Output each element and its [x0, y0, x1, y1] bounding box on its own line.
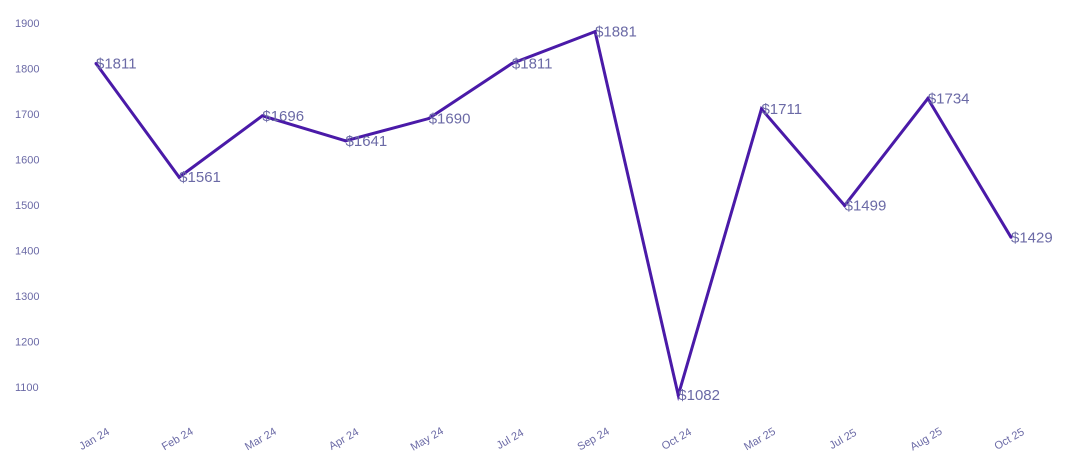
y-tick-label: 1200 — [15, 337, 39, 349]
data-labels-group: $1811 $1561 $1696 $1641 $1690 $1811 $1881 $1082… — [96, 24, 1053, 405]
data-point — [94, 61, 98, 65]
data-point — [344, 139, 348, 143]
data-label: $1082 — [678, 387, 720, 404]
y-tick-label: 1100 — [15, 382, 39, 394]
data-point — [260, 114, 264, 118]
x-tick-label: Apr 24 — [327, 426, 361, 453]
data-label: $1429 — [1011, 229, 1053, 246]
x-tick-label: Jul 24 — [495, 427, 526, 452]
y-tick-label: 1600 — [15, 155, 39, 167]
x-tick-label: Jul 25 — [827, 427, 858, 452]
y-tick-label: 1400 — [15, 246, 39, 258]
data-label: $1499 — [845, 197, 887, 214]
data-point — [926, 97, 930, 101]
series-line — [94, 29, 1013, 402]
series-group — [94, 29, 1013, 402]
data-point — [1009, 235, 1013, 239]
x-tick-label: Jan 24 — [77, 426, 112, 453]
x-axis-ticks: Jan 24 Feb 24 Mar 24 Apr 24 May 24 Jul 24 Sep … — [77, 425, 1026, 453]
data-label: $1711 — [761, 101, 802, 118]
y-tick-label: 1300 — [15, 291, 39, 303]
y-tick-label: 1900 — [15, 18, 39, 30]
data-label: $1734 — [928, 90, 970, 107]
x-tick-label: Aug 25 — [908, 425, 944, 453]
data-point — [593, 30, 597, 34]
x-tick-label: Mar 25 — [742, 426, 778, 454]
data-label: $1641 — [346, 133, 388, 150]
data-label: $1690 — [429, 111, 471, 128]
data-point — [676, 393, 680, 397]
y-tick-label: 1500 — [15, 200, 39, 212]
data-point — [759, 107, 763, 111]
y-tick-label: 1700 — [15, 109, 39, 121]
data-point — [843, 203, 847, 207]
data-point — [177, 175, 181, 179]
y-tick-label: 1800 — [15, 64, 39, 76]
data-label: $1881 — [595, 24, 637, 41]
x-tick-label: Mar 24 — [243, 426, 279, 454]
y-axis-ticks: 1900 1800 1700 1600 1500 1400 1300 1200 1100 — [15, 18, 39, 394]
data-label: $1811 — [96, 55, 137, 72]
x-tick-label: Sep 24 — [575, 425, 611, 453]
data-label: $1561 — [179, 169, 221, 186]
data-label: $1811 — [512, 55, 553, 72]
x-tick-label: May 24 — [409, 425, 446, 453]
x-tick-label: Oct 24 — [660, 426, 694, 453]
data-point — [427, 117, 431, 121]
x-tick-label: Feb 24 — [160, 426, 196, 454]
data-point — [510, 61, 514, 65]
data-label: $1696 — [262, 108, 304, 125]
x-tick-label: Oct 25 — [992, 426, 1026, 453]
